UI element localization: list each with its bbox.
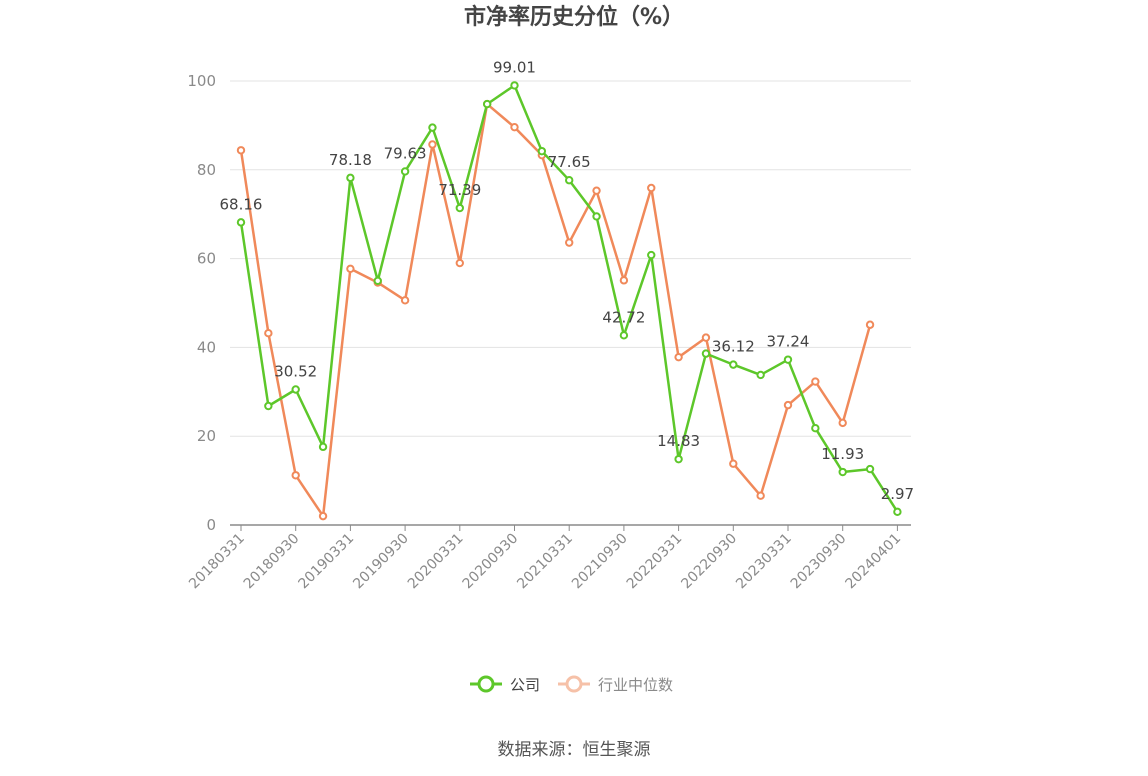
data-label: 78.18	[329, 151, 372, 169]
data-label: 37.24	[767, 333, 810, 351]
data-point[interactable]	[811, 424, 820, 433]
data-label: 36.12	[712, 338, 755, 356]
data-point[interactable]	[674, 454, 683, 464]
data-point[interactable]	[756, 491, 765, 500]
data-point[interactable]	[647, 183, 656, 193]
series-lines	[236, 81, 902, 521]
data-label: 14.83	[657, 432, 700, 450]
data-label: 30.52	[274, 362, 317, 380]
x-tick-label: 20230331	[733, 531, 795, 593]
data-point[interactable]	[264, 328, 273, 338]
data-point[interactable]	[701, 349, 711, 358]
source-note: 数据来源：恒生聚源	[498, 740, 651, 760]
x-axis: 2018033120180930201903312019093020200331…	[186, 524, 911, 593]
y-tick-label: 100	[187, 72, 216, 90]
y-axis: 0 20 40 60 80 100	[187, 72, 216, 534]
data-point[interactable]	[838, 467, 847, 477]
chart-title: 市净率历史分位（%）	[464, 4, 684, 30]
data-point[interactable]	[729, 360, 738, 369]
data-point[interactable]	[291, 471, 300, 480]
data-point[interactable]	[400, 167, 410, 176]
x-tick-label: 20180930	[241, 531, 303, 593]
legend: 公司 行业中位数	[470, 675, 673, 694]
data-label: 71.39	[438, 181, 481, 199]
data-point[interactable]	[783, 400, 793, 410]
series-line-1	[239, 102, 872, 518]
data-point[interactable]	[318, 442, 328, 452]
data-point[interactable]	[729, 459, 738, 468]
data-point[interactable]	[865, 320, 875, 329]
x-tick-label: 20200331	[405, 531, 467, 593]
data-label: 42.72	[602, 308, 645, 326]
x-tick-label: 20210930	[569, 531, 631, 593]
y-tick-label: 60	[197, 250, 216, 268]
data-label: 68.16	[220, 195, 263, 213]
data-point[interactable]	[264, 401, 273, 411]
data-label: 79.63	[384, 144, 427, 162]
x-tick-label: 20240401	[843, 531, 905, 593]
data-point[interactable]	[701, 333, 711, 342]
data-label: 11.93	[821, 445, 864, 463]
legend-label-company: 公司	[510, 676, 540, 694]
data-point[interactable]	[346, 264, 355, 274]
data-point[interactable]	[537, 146, 547, 156]
data-point[interactable]	[783, 355, 793, 364]
data-point[interactable]	[236, 218, 246, 227]
data-point[interactable]	[565, 238, 574, 247]
data-point[interactable]	[893, 507, 902, 517]
data-point[interactable]	[619, 276, 629, 285]
y-tick-label: 0	[206, 516, 216, 534]
data-point[interactable]	[565, 176, 574, 185]
data-point[interactable]	[400, 296, 410, 305]
data-point[interactable]	[510, 81, 519, 90]
y-tick-label: 40	[197, 338, 216, 356]
data-point[interactable]	[373, 276, 382, 285]
data-point[interactable]	[811, 377, 820, 386]
data-point[interactable]	[865, 464, 875, 474]
data-label: 99.01	[493, 58, 536, 76]
x-tick-label: 20190930	[350, 531, 412, 593]
x-tick-label: 20220930	[678, 531, 740, 593]
data-point[interactable]	[455, 258, 464, 268]
data-point[interactable]	[291, 385, 300, 394]
x-tick-label: 20190331	[296, 531, 358, 593]
data-point[interactable]	[647, 250, 656, 260]
data-point[interactable]	[236, 146, 246, 155]
data-label: 2.97	[881, 485, 914, 503]
data-point[interactable]	[428, 140, 437, 149]
gridlines	[230, 80, 911, 437]
x-tick-label: 20220331	[624, 531, 686, 593]
data-point[interactable]	[482, 99, 492, 109]
data-point[interactable]	[428, 123, 437, 132]
x-tick-label: 20200930	[460, 531, 522, 593]
x-tick-label: 20180331	[186, 531, 248, 593]
data-point[interactable]	[756, 370, 765, 380]
series-line-0	[239, 84, 899, 513]
legend-item-company[interactable]: 公司	[470, 675, 540, 694]
y-tick-label: 20	[197, 427, 216, 445]
data-point[interactable]	[510, 122, 519, 132]
data-label: 77.65	[548, 153, 591, 171]
data-labels: 68.16 30.52 78.18 79.63 71.39 99.01 77.65 42.72…	[220, 58, 915, 502]
x-tick-label: 20230930	[788, 531, 850, 593]
x-tick-label: 20210331	[514, 531, 576, 593]
legend-item-industry[interactable]: 行业中位数	[558, 675, 673, 694]
y-tick-label: 80	[197, 161, 216, 179]
legend-label-industry: 行业中位数	[598, 676, 673, 694]
data-point[interactable]	[346, 173, 355, 183]
data-point[interactable]	[455, 203, 464, 213]
data-point[interactable]	[318, 511, 328, 521]
data-point[interactable]	[838, 418, 847, 428]
data-point[interactable]	[619, 331, 629, 340]
data-point[interactable]	[592, 186, 601, 195]
data-point[interactable]	[674, 352, 683, 362]
data-point[interactable]	[592, 212, 601, 221]
